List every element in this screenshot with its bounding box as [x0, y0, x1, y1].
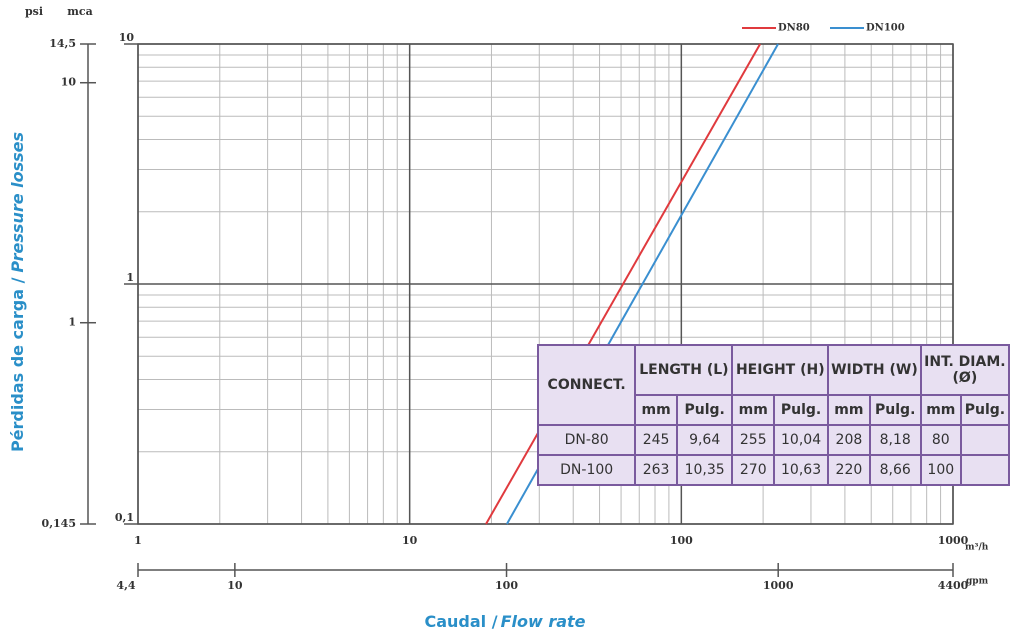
table-cell: 255 [731, 424, 776, 456]
y-tick-label: 1 [126, 271, 134, 284]
dimension-table: CONNECT. LENGTH (L) HEIGHT (H) WIDTH (W) INT… [536, 344, 1010, 486]
y-title-text: Pérdidas de carga / [8, 277, 27, 452]
table-cell: 100 [919, 454, 962, 486]
x2-tick-label: 4400 [938, 579, 969, 592]
x2-tick-label: 1000 [763, 579, 794, 592]
y2-tick-label: 0,145 [42, 517, 76, 530]
table-cell: 8,18 [868, 424, 922, 456]
table-cell: DN-100 [536, 454, 637, 486]
table-cell: 80 [919, 424, 962, 456]
table-cell: DN-80 [536, 424, 637, 456]
y-unit: mca [67, 5, 92, 18]
table-cell: 263 [634, 454, 678, 486]
y2-tick-label: 1 [68, 316, 76, 329]
x2-unit: gpm [966, 577, 989, 587]
table-cell: 245 [634, 424, 678, 456]
x2-tick-label: 100 [495, 579, 518, 592]
table-cell: 270 [731, 454, 776, 486]
y2-unit: psi [25, 5, 43, 18]
table-cell: HEIGHT (H) [731, 344, 830, 396]
table-cell [959, 454, 1010, 486]
table-cell: 220 [827, 454, 871, 486]
x2-tick-label: 4,4 [116, 579, 135, 592]
table-cell: 9,64 [675, 424, 734, 456]
table-cell: 10,04 [773, 424, 830, 456]
table-cell: Pulg. [868, 394, 922, 426]
y2-tick-label: 10 [61, 76, 77, 89]
table-cell: mm [919, 394, 962, 426]
table-cell: 208 [827, 424, 871, 456]
table-cell: mm [827, 394, 871, 426]
y-tick-label: 10 [119, 31, 135, 44]
x-tick-label: 10 [402, 534, 418, 547]
legend-label: DN80 [778, 23, 810, 34]
y-title-italic: Pressure losses [8, 132, 27, 273]
table-cell [959, 424, 1010, 456]
table-cell: Pulg. [773, 394, 830, 426]
table-cell: LENGTH (L) [634, 344, 734, 396]
x-tick-label: 1000 [938, 534, 969, 547]
table-cell: CONNECT. [536, 344, 637, 426]
x-axis-title: Caudal / Flow rate [424, 612, 585, 631]
table-cell: 10,63 [773, 454, 830, 486]
y2-tick-label: 14,5 [49, 37, 76, 50]
table-cell: Pulg. [959, 394, 1010, 426]
table-cell: 10,35 [675, 454, 734, 486]
y-tick-label: 0,1 [115, 511, 134, 524]
y-axis-title: Pérdidas de carga / Pressure losses [8, 132, 27, 452]
table-cell: 8,66 [868, 454, 922, 486]
x-tick-label: 1 [134, 534, 142, 547]
table-cell: mm [731, 394, 776, 426]
x2-tick-label: 10 [227, 579, 243, 592]
table-cell: WIDTH (W) [827, 344, 922, 396]
table-cell: mm [634, 394, 678, 426]
x-title-italic: Flow rate [501, 612, 586, 631]
x-title-text: Caudal / [424, 612, 497, 631]
table-cell: INT. DIAM. (Ø) [919, 344, 1010, 396]
x-tick-label: 100 [670, 534, 693, 547]
table-cell: Pulg. [675, 394, 734, 426]
legend-label: DN100 [866, 23, 905, 34]
series-line [485, 43, 761, 525]
x-unit: m³/h [965, 543, 989, 553]
